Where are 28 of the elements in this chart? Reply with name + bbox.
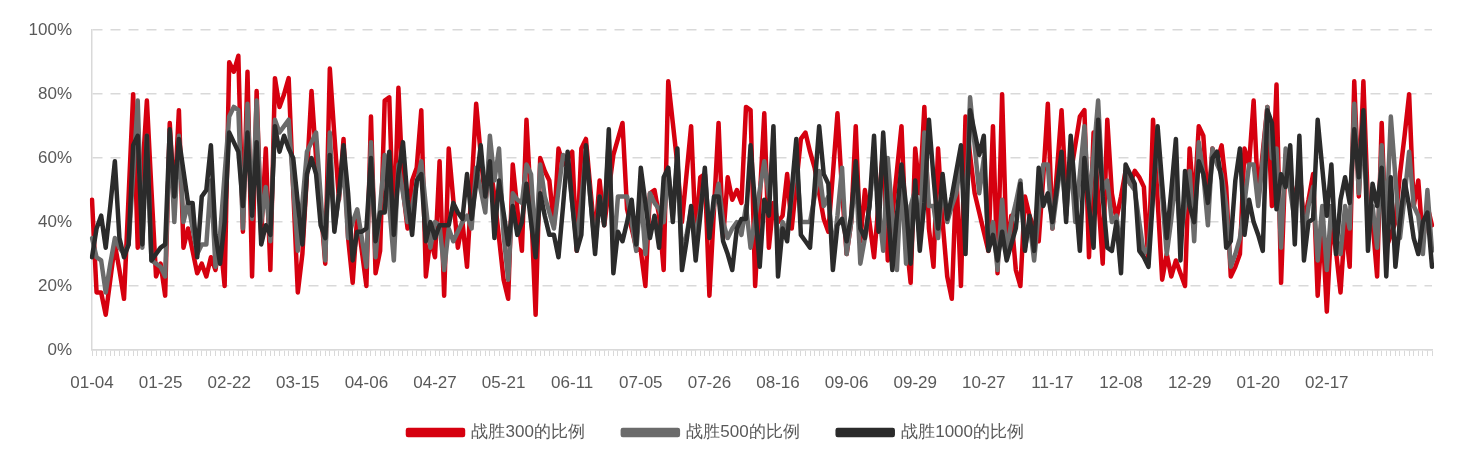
x-tick-label: 09-29 — [893, 372, 937, 392]
x-tick-label: 01-20 — [1236, 372, 1280, 392]
y-tick-label: 60% — [37, 147, 72, 167]
y-tick-label: 100% — [28, 19, 72, 39]
y-tick-label: 20% — [37, 275, 72, 295]
x-tick-label: 01-25 — [138, 372, 183, 392]
legend-label: 战胜1000的比例 — [901, 422, 1025, 442]
x-tick-label: 03-15 — [276, 372, 320, 392]
x-tick-label: 04-06 — [344, 372, 389, 392]
x-tick-label: 12-08 — [1099, 372, 1143, 392]
x-tick-label: 11-17 — [1031, 372, 1074, 392]
legend-label: 战胜500的比例 — [686, 422, 800, 442]
x-tick-label: 04-27 — [413, 372, 457, 392]
x-tick-label: 05-21 — [481, 372, 526, 392]
x-tick-label: 01-04 — [70, 372, 114, 392]
x-tick-label: 07-05 — [619, 372, 663, 392]
y-tick-label: 0% — [47, 339, 72, 359]
x-tick-label: 09-06 — [824, 372, 869, 392]
x-tick-label: 06-11 — [551, 372, 594, 392]
x-tick-label: 07-26 — [687, 372, 732, 392]
x-tick-label: 10-27 — [962, 372, 1006, 392]
x-tick-label: 12-29 — [1167, 372, 1212, 392]
x-tick-label: 08-16 — [756, 372, 800, 392]
y-tick-label: 80% — [37, 83, 72, 103]
x-tick-label: 02-17 — [1305, 372, 1349, 392]
x-tick-label: 02-22 — [207, 372, 251, 392]
legend-label: 战胜300的比例 — [471, 422, 585, 442]
y-tick-label: 40% — [37, 211, 72, 231]
